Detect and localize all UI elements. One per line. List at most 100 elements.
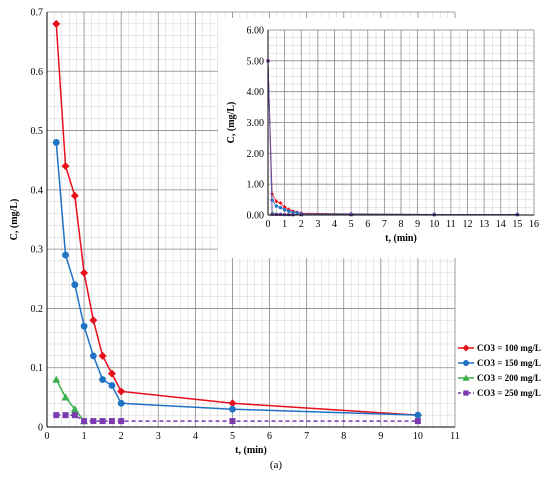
inset-x-tick-label: 0 bbox=[266, 219, 271, 230]
inset-series-2-point bbox=[295, 211, 299, 215]
legend-entry-2: CO3 = 150 mg/L bbox=[477, 358, 541, 368]
main-x-tick-label: 2 bbox=[119, 431, 124, 442]
main-series-4-point bbox=[90, 418, 97, 425]
main-y-tick-label: 0.2 bbox=[31, 304, 44, 315]
inset-x-tick-label: 8 bbox=[399, 219, 404, 230]
main-y-tick-label: 0.3 bbox=[31, 245, 44, 256]
main-series-4-point bbox=[71, 412, 78, 419]
legend-entry-4: CO3 = 250 mg/L bbox=[477, 388, 541, 398]
inset-y-tick-label: 6.00 bbox=[247, 26, 265, 37]
main-series-line-4 bbox=[56, 414, 418, 422]
inset-series-2-point bbox=[278, 205, 283, 210]
inset-x-tick-label: 14 bbox=[496, 219, 506, 230]
inset-series-4-point bbox=[270, 212, 274, 216]
inset-x-axis-title: t, (min) bbox=[385, 233, 417, 244]
main-series-1-point bbox=[228, 399, 237, 408]
legend-marker-1 bbox=[462, 344, 470, 352]
inset-series-2-point bbox=[282, 208, 287, 212]
main-series-4-point bbox=[53, 412, 60, 419]
inset-y-tick-label: 3.00 bbox=[247, 118, 265, 129]
main-series-4-point bbox=[414, 418, 421, 425]
main-y-tick-label: 0.7 bbox=[31, 8, 44, 19]
main-x-tick-label: 4 bbox=[193, 431, 198, 442]
inset-series-2-point bbox=[287, 209, 291, 213]
inset-series-4-point bbox=[278, 212, 282, 216]
inset-x-tick-label: 6 bbox=[365, 219, 370, 230]
inset-x-tick-label: 11 bbox=[446, 219, 456, 230]
main-x-tick-label: 10 bbox=[413, 431, 423, 442]
figure-caption: (a) bbox=[270, 459, 283, 471]
inset-x-tick-label: 1 bbox=[282, 219, 287, 230]
main-y-tick-label: 0 bbox=[38, 423, 43, 434]
main-series-3-point bbox=[61, 393, 70, 401]
inset-y-tick-label: 2.00 bbox=[247, 149, 265, 160]
main-series-4-point bbox=[81, 418, 88, 425]
main-series-2-point bbox=[71, 281, 79, 289]
inset-x-tick-label: 2 bbox=[299, 219, 304, 230]
main-y-tick-label: 0.6 bbox=[31, 67, 44, 78]
inset-x-tick-label: 3 bbox=[315, 219, 320, 230]
legend-entry-1: CO3 = 100 mg/L bbox=[477, 343, 541, 353]
inset-chart-grid bbox=[267, 29, 535, 216]
main-series-1-point bbox=[52, 19, 61, 28]
main-y-axis-title: C, (mg/L) bbox=[9, 199, 20, 241]
inset-y-axis-title: C, (mg/L) bbox=[226, 102, 237, 144]
main-y-tick-label: 0.1 bbox=[31, 363, 44, 374]
main-chart-series bbox=[52, 19, 422, 425]
main-series-line-2 bbox=[55, 142, 418, 416]
main-series-1-point bbox=[80, 268, 89, 277]
main-series-1-point bbox=[61, 162, 70, 171]
main-series-3-point bbox=[52, 375, 61, 383]
inset-y-tick-label: 5.00 bbox=[247, 56, 265, 67]
inset-series-1-point bbox=[278, 200, 283, 205]
legend: CO3 = 100 mg/L CO3 = 150 mg/L CO3 = 200 mg… bbox=[458, 343, 541, 398]
main-series-4-point bbox=[62, 412, 69, 419]
main-series-2-point bbox=[229, 405, 236, 413]
main-x-tick-label: 1 bbox=[82, 431, 87, 442]
main-x-axis-title: t, (min) bbox=[235, 445, 267, 456]
main-y-tick-label: 0.4 bbox=[31, 185, 44, 196]
inset-x-tick-label: 4 bbox=[332, 219, 337, 230]
legend-marker-2 bbox=[463, 360, 469, 366]
inset-x-tick-label: 9 bbox=[415, 219, 420, 230]
main-x-tick-label: 11 bbox=[450, 431, 460, 442]
main-series-4-point bbox=[118, 418, 125, 425]
legend-marker-4 bbox=[463, 390, 469, 396]
inset-y-tick-label: 0.00 bbox=[247, 211, 265, 222]
inset-x-tick-label: 5 bbox=[349, 219, 354, 230]
inset-x-tick-label: 15 bbox=[512, 219, 522, 230]
inset-y-tick-label: 4.00 bbox=[247, 87, 265, 98]
main-series-1-point bbox=[89, 316, 98, 325]
main-x-tick-label: 9 bbox=[378, 431, 383, 442]
main-series-2-point bbox=[89, 352, 97, 360]
main-series-1-point bbox=[117, 387, 126, 396]
main-series-2-point bbox=[52, 139, 60, 146]
inset-x-tick-label: 13 bbox=[479, 219, 489, 230]
main-series-2-point bbox=[62, 251, 69, 259]
main-series-1-point bbox=[107, 369, 116, 378]
main-series-line-3 bbox=[55, 379, 85, 422]
inset-series-1-point bbox=[282, 204, 287, 209]
inset-x-tick-label: 12 bbox=[463, 219, 473, 230]
main-x-tick-label: 3 bbox=[156, 431, 161, 442]
main-series-2-point bbox=[414, 411, 422, 419]
inset-y-tick-label: 1.00 bbox=[247, 180, 265, 191]
main-series-2-point bbox=[99, 376, 107, 383]
main-x-tick-label: 8 bbox=[341, 431, 346, 442]
main-series-4-point bbox=[229, 418, 236, 425]
main-y-tick-label: 0.5 bbox=[31, 126, 44, 137]
main-x-tick-label: 6 bbox=[267, 431, 272, 442]
main-series-2-point bbox=[80, 322, 88, 330]
main-x-tick-label: 0 bbox=[45, 431, 50, 442]
inset-x-tick-label: 10 bbox=[429, 219, 439, 230]
main-series-1-point bbox=[70, 191, 79, 200]
main-x-tick-label: 7 bbox=[304, 431, 309, 442]
inset-series-4-point bbox=[274, 212, 278, 216]
main-series-1-point bbox=[98, 351, 107, 360]
main-series-4-point bbox=[99, 418, 106, 425]
inset-series-1-point bbox=[274, 199, 279, 204]
main-series-4-point bbox=[108, 418, 115, 425]
legend-marker-3 bbox=[462, 374, 470, 381]
